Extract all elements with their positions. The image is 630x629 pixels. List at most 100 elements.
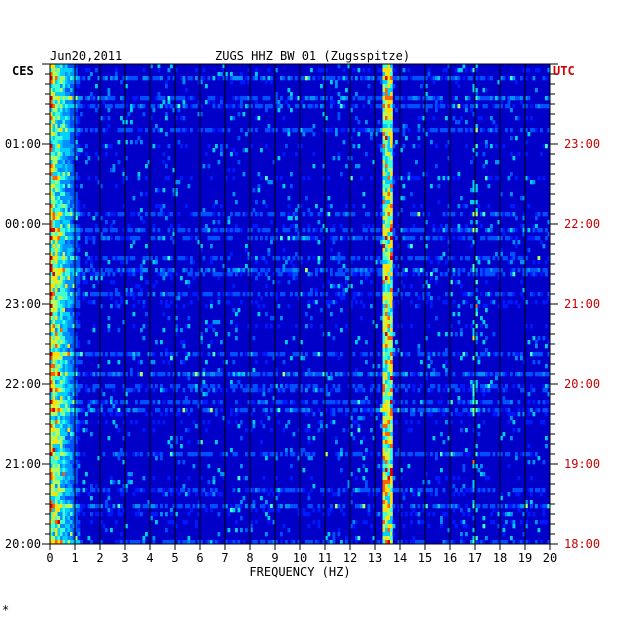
heat-cell [222, 272, 226, 277]
heat-cell [402, 144, 406, 149]
heat-cell [505, 212, 508, 217]
heat-cell [380, 68, 383, 73]
heat-cell [50, 372, 53, 377]
heat-cell [240, 76, 243, 81]
heat-cell [395, 340, 398, 345]
heat-cell [390, 172, 393, 177]
heat-cell [62, 308, 66, 313]
heat-cell [392, 408, 396, 413]
heat-cell [482, 408, 486, 413]
heat-cell [62, 364, 66, 369]
heat-cell [70, 336, 73, 341]
heat-cell [292, 224, 296, 229]
heat-cell [282, 76, 286, 81]
heat-cell [97, 412, 101, 417]
heat-cell [60, 472, 63, 477]
heat-cell [72, 88, 76, 93]
heat-cell [50, 292, 53, 297]
heat-cell [230, 272, 233, 277]
heat-cell [392, 228, 396, 233]
heat-cell [62, 228, 66, 233]
heat-cell [390, 444, 393, 449]
heat-cell [107, 272, 111, 277]
heat-cell [487, 452, 491, 457]
heat-cell [450, 400, 453, 405]
heat-cell [72, 320, 76, 325]
heat-cell [170, 452, 173, 457]
heat-cell [292, 128, 296, 133]
heat-cell [410, 300, 413, 305]
heat-cell [347, 128, 351, 133]
heat-cell [250, 104, 253, 109]
heat-cell [422, 228, 426, 233]
heat-cell [140, 452, 143, 457]
heat-cell [307, 228, 311, 233]
heat-cell [387, 128, 391, 133]
heat-cell [390, 344, 393, 349]
heat-cell [75, 176, 78, 181]
heat-cell [157, 452, 161, 457]
heat-cell [497, 452, 501, 457]
heat-cell [75, 108, 78, 113]
heat-cell [105, 220, 108, 225]
heat-cell [532, 224, 536, 229]
heat-cell [115, 76, 118, 81]
heat-cell [267, 76, 271, 81]
heat-cell [387, 272, 391, 277]
heat-cell [62, 116, 66, 121]
heat-cell [412, 212, 416, 217]
heat-cell [100, 216, 103, 221]
heat-cell [445, 176, 448, 181]
heat-cell [350, 268, 353, 273]
heat-cell [50, 356, 53, 361]
heat-cell [150, 372, 153, 377]
heat-cell [162, 100, 166, 105]
heat-cell [385, 176, 388, 181]
heat-cell [70, 252, 73, 257]
heat-cell [52, 296, 56, 301]
heat-cell [230, 380, 233, 385]
heat-cell [485, 280, 488, 285]
heat-cell [430, 388, 433, 393]
heat-cell [272, 160, 276, 165]
heat-cell [250, 412, 253, 417]
heat-cell [462, 464, 466, 469]
heat-cell [390, 304, 393, 309]
heat-cell [167, 316, 171, 321]
heat-cell [95, 68, 98, 73]
heat-cell [450, 452, 453, 457]
heat-cell [387, 228, 391, 233]
heat-cell [142, 304, 146, 309]
heat-cell [102, 96, 106, 101]
heat-cell [120, 260, 123, 265]
heat-cell [192, 384, 196, 389]
heat-cell [507, 352, 511, 357]
heat-cell [67, 128, 71, 133]
heat-cell [362, 204, 366, 209]
heat-cell [250, 292, 253, 297]
heat-cell [50, 240, 53, 245]
heat-cell [385, 120, 388, 125]
heat-cell [480, 464, 483, 469]
heat-cell [515, 228, 518, 233]
heat-cell [105, 352, 108, 357]
heat-cell [132, 304, 136, 309]
heat-cell [230, 320, 233, 325]
heat-cell [467, 388, 471, 393]
heat-cell [172, 240, 176, 245]
heat-cell [352, 384, 356, 389]
heat-cell [60, 276, 63, 281]
heat-cell [52, 252, 56, 257]
heat-cell [272, 272, 276, 277]
heat-cell [75, 396, 78, 401]
heat-cell [480, 212, 483, 217]
heat-cell [157, 76, 161, 81]
heat-cell [232, 284, 236, 289]
heat-cell [440, 400, 443, 405]
heat-cell [417, 212, 421, 217]
heat-cell [75, 64, 78, 69]
heat-cell [67, 360, 71, 365]
heat-cell [75, 192, 78, 197]
heat-cell [277, 420, 281, 425]
heat-cell [272, 292, 276, 297]
